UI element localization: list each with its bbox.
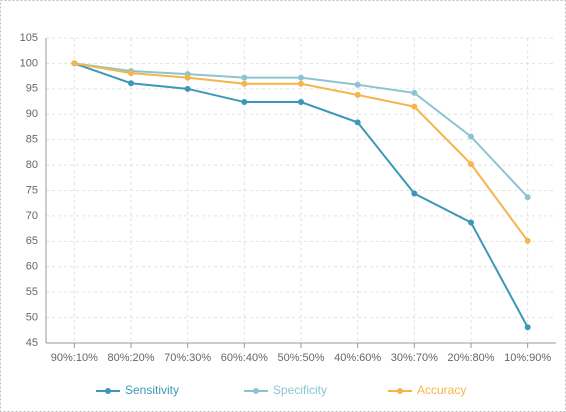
y-tick-label: 95 (26, 83, 38, 95)
data-point (128, 70, 134, 77)
x-tick-label: 20%:80% (447, 352, 494, 364)
legend: Sensitivity Specificity Accuracy (96, 383, 466, 397)
x-tick-label: 70%:30% (164, 352, 211, 364)
y-tick-label: 45 (26, 337, 38, 349)
data-point (524, 237, 531, 244)
data-point (184, 85, 191, 92)
data-point (241, 99, 248, 106)
y-tick-label: 85 (26, 134, 38, 146)
x-tick-label: 10%:90% (504, 352, 551, 364)
x-tick-label: 80%:20% (107, 352, 154, 364)
data-point (298, 74, 304, 81)
y-tick-label: 70 (26, 210, 38, 222)
data-point (411, 103, 418, 110)
y-tick-label: 90 (26, 108, 38, 120)
data-point (411, 89, 418, 96)
legend-label: Specificity (273, 383, 327, 397)
legend-label: Accuracy (417, 383, 466, 397)
x-tick-label: 30%:70% (391, 352, 438, 364)
data-point (241, 80, 248, 87)
data-point (411, 190, 418, 197)
data-point (128, 80, 134, 87)
data-point (184, 74, 191, 81)
x-tick-label: 50%:50% (277, 352, 324, 364)
data-point (524, 194, 531, 201)
legend-marker (397, 388, 403, 394)
y-tick-label: 55 (26, 286, 38, 298)
legend-label: Sensitivity (125, 383, 179, 397)
y-tick-label: 60 (26, 261, 38, 273)
y-tick-label: 105 (20, 32, 38, 44)
data-point (524, 324, 531, 331)
y-tick-label: 100 (20, 57, 38, 69)
data-point (354, 119, 361, 126)
data-point (354, 91, 361, 98)
legend-marker (253, 388, 259, 394)
y-tick-label: 75 (26, 184, 38, 196)
data-point (468, 133, 474, 140)
x-tick-label: 60%:40% (221, 352, 268, 364)
data-point (241, 74, 248, 81)
data-point (298, 99, 304, 106)
legend-marker (105, 388, 111, 394)
data-point (354, 81, 361, 88)
y-tick-label: 50 (26, 311, 38, 323)
y-tick-label: 80 (26, 159, 38, 171)
y-tick-label: 65 (26, 235, 38, 247)
x-tick-label: 40%:60% (334, 352, 381, 364)
x-tick-label: 90%:10% (51, 352, 98, 364)
data-point (298, 80, 304, 87)
data-point (468, 161, 474, 168)
data-point (468, 219, 474, 226)
data-point (71, 60, 78, 67)
